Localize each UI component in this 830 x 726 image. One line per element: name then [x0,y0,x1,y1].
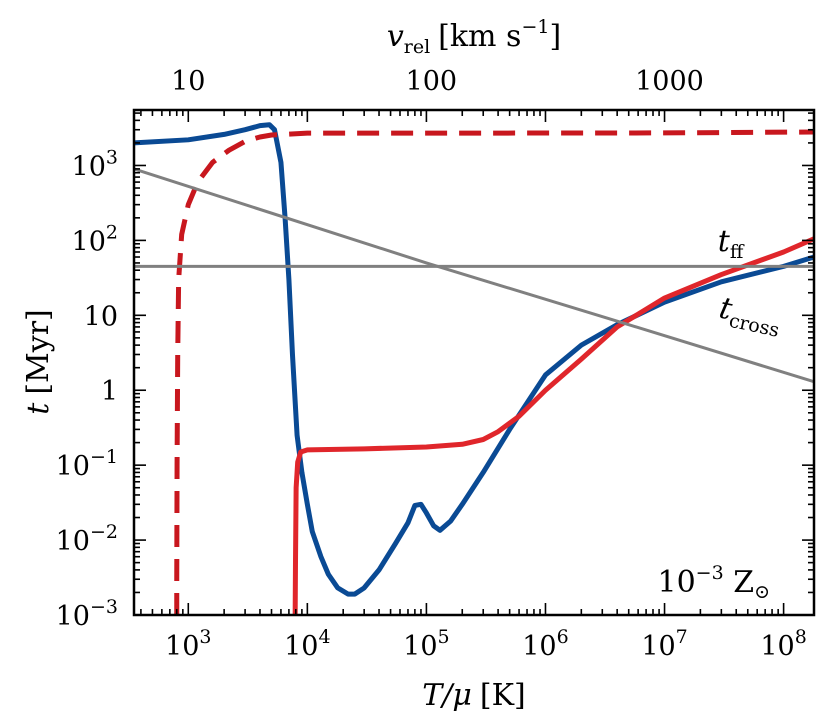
top-tick-label: 100 [406,66,458,97]
series-line-t-cross [134,167,814,384]
y-tick-label: 103 [72,146,118,182]
series-line-0 [134,122,814,597]
x-tick-label: 103 [165,626,211,662]
x-tick-label: 105 [403,626,449,662]
metallicity-annotation: 10−3 Z⊙ [657,562,770,603]
y-tick-label: 10 [84,301,118,332]
y-tick-label: 102 [72,221,118,257]
label-t-ff: tff [718,224,745,263]
label-t-cross: tcross [715,291,784,342]
top-tick-label: 10 [171,66,205,97]
x-tick-label: 104 [284,626,330,662]
y-tick-label: 10−2 [56,521,118,557]
y-tick-label: 10−1 [56,446,118,482]
y-tick-label: 10−3 [56,596,118,632]
y-axis-title: t[Myr] [21,309,56,414]
top-tick-label: 1000 [635,66,704,97]
series-layer [134,122,814,615]
y-tick-label: 1 [101,376,118,407]
x-tick-label: 108 [760,626,806,662]
x-tick-label: 106 [522,626,568,662]
series-line-2 [292,236,814,615]
tick-layer: 103 104 105 106 107 108 10−3 10−2 10−1 1 10 102 103 1… [56,66,814,662]
x-tick-label: 107 [641,626,687,662]
plot-frame [132,108,816,617]
top-axis-title: vrel [km s−1] [387,16,561,58]
x-axis-title: T/μ [K] [422,678,525,713]
series-line-1 [174,129,814,615]
